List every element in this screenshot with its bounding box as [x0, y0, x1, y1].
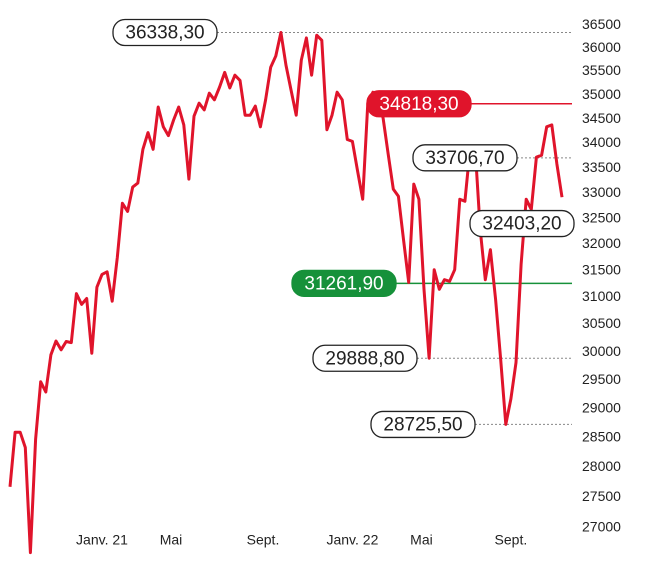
- y-tick-label: 32500: [582, 209, 621, 225]
- y-tick-label: 33500: [582, 159, 621, 175]
- y-tick-label: 30000: [582, 343, 621, 359]
- y-tick-label: 31500: [582, 261, 621, 277]
- y-tick-label: 29500: [582, 371, 621, 387]
- x-tick-label: Mai: [410, 532, 433, 548]
- y-tick-label: 36500: [582, 16, 621, 32]
- annotation-label: 33706,70: [425, 148, 504, 169]
- y-tick-label: 34000: [582, 134, 621, 150]
- y-tick-label: 35000: [582, 86, 621, 102]
- x-tick-label: Sept.: [247, 532, 280, 548]
- y-tick-label: 32000: [582, 235, 621, 251]
- y-tick-label: 27000: [582, 518, 621, 534]
- y-tick-label: 28000: [582, 458, 621, 474]
- y-tick-label: 28500: [582, 428, 621, 444]
- annotation-label: 31261,90: [304, 273, 383, 294]
- annotation-label: 32403,20: [482, 214, 561, 235]
- annotation-box: [412, 144, 518, 172]
- x-tick-label: Sept.: [495, 532, 528, 548]
- annotation-box: [370, 410, 476, 439]
- annotation-label: 29888,80: [325, 348, 404, 369]
- x-tick-label: Mai: [160, 532, 183, 548]
- y-tick-label: 30500: [582, 315, 621, 331]
- annotation-label: 28725,50: [383, 414, 462, 435]
- y-tick-label: 35500: [582, 62, 621, 78]
- index-line: [8, 31, 564, 555]
- y-tick-label: 34500: [582, 110, 621, 126]
- y-tick-label: 29000: [582, 399, 621, 415]
- annotation-box: [312, 344, 418, 372]
- x-tick-label: Janv. 22: [326, 532, 378, 548]
- y-tick-label: 27500: [582, 488, 621, 504]
- annotation-label: 34818,30: [379, 94, 458, 115]
- x-tick-label: Janv. 21: [76, 532, 128, 548]
- y-tick-label: 31000: [582, 288, 621, 304]
- annotation-box: [366, 90, 472, 118]
- annotation-box: [112, 18, 218, 47]
- annotation-label: 36338,30: [125, 23, 204, 44]
- y-tick-label: 33000: [582, 184, 621, 200]
- y-tick-label: 36000: [582, 39, 621, 55]
- annotation-box: [469, 209, 575, 238]
- annotation-box: [291, 269, 397, 298]
